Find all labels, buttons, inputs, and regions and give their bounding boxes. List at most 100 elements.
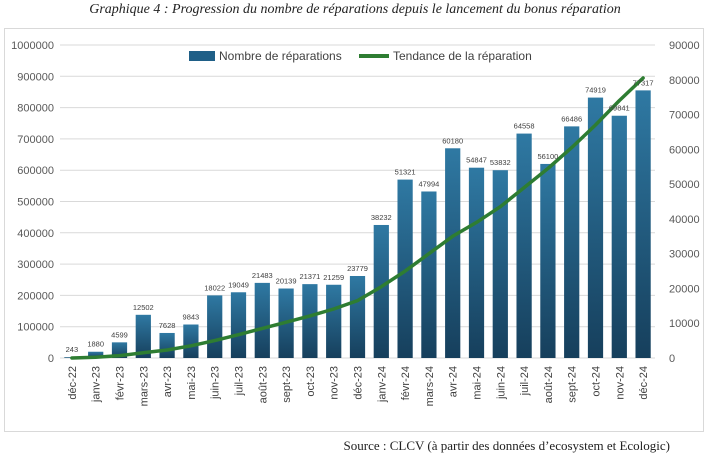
bar-data-label: 69841 [609, 104, 630, 113]
bar-data-label: 51321 [395, 168, 416, 177]
bar [468, 167, 485, 358]
x-tick-label: sept-24 [567, 366, 579, 403]
x-tick-label: déc-23 [353, 366, 365, 400]
x-tick-label: avr-23 [162, 366, 174, 397]
bar [230, 292, 247, 358]
bar-data-label: 21483 [252, 271, 273, 280]
y-left-tick-label: 600000 [17, 165, 54, 177]
chart-source: Source : CLCV (à partir des données d’ec… [343, 438, 670, 453]
x-tick-label: oct-24 [591, 366, 603, 397]
y-left-tick-label: 500000 [17, 197, 54, 209]
bar-data-label: 66486 [561, 114, 582, 123]
bar-data-label: 47994 [418, 179, 439, 188]
bar-data-label: 74919 [585, 86, 606, 95]
x-tick-label: déc-22 [67, 366, 79, 400]
bar-data-label: 18022 [204, 283, 225, 292]
bar [540, 163, 556, 358]
y-right-tick-label: 80000 [669, 75, 700, 87]
bar-data-label: 64558 [514, 122, 535, 131]
x-tick-label: févr-24 [400, 366, 412, 400]
bar [445, 148, 461, 358]
trend-line [70, 76, 645, 360]
x-tick-label: août-23 [257, 366, 269, 403]
x-tick-label: juin-23 [210, 366, 222, 400]
bar-data-label: 7628 [159, 321, 176, 330]
bar-data-label: 19049 [228, 280, 249, 289]
x-tick-label: nov-24 [614, 366, 626, 400]
y-right-tick-label: 50000 [669, 179, 700, 191]
y-left-tick-label: 1000000 [11, 40, 54, 52]
x-tick-label: oct-23 [305, 366, 317, 397]
x-tick-label: mars-24 [424, 366, 436, 406]
legend-bar-swatch [189, 51, 215, 61]
x-tick-label: sept-23 [281, 366, 293, 403]
bar [373, 224, 389, 358]
y-right-tick-label: 30000 [669, 249, 700, 261]
bar [135, 314, 151, 358]
y-right-tick-label: 70000 [669, 110, 700, 122]
bar-data-label: 56100 [537, 152, 558, 161]
bar [302, 284, 318, 358]
bar-data-label: 21371 [299, 272, 320, 281]
bar-data-label: 1880 [87, 340, 104, 349]
bar-data-label: 20139 [276, 277, 297, 286]
bar [183, 324, 199, 358]
bar [397, 179, 413, 358]
bar-data-label: 60180 [442, 136, 463, 145]
x-tick-label: juin-24 [495, 366, 507, 400]
x-tick-label: déc-24 [638, 366, 650, 400]
legend-line-label: Tendance de la réparation [393, 49, 532, 63]
bar [207, 295, 223, 358]
x-tick-label: août-24 [543, 366, 555, 403]
bar-data-label: 243 [66, 345, 79, 354]
bar-data-label: 23779 [347, 264, 368, 273]
x-tick-label: janv-23 [91, 366, 103, 403]
y-left-tick-label: 900000 [17, 71, 54, 83]
bar-data-label: 12502 [133, 303, 154, 312]
bar-data-label: 54847 [466, 156, 487, 165]
bar [587, 97, 604, 359]
y-right-tick-label: 10000 [669, 318, 700, 330]
bar [254, 282, 270, 358]
bar [611, 115, 627, 358]
x-tick-label: nov-23 [329, 366, 341, 400]
y-left-tick-label: 200000 [17, 290, 54, 302]
y-right-tick-label: 90000 [669, 40, 700, 52]
y-left-tick-label: 800000 [17, 103, 54, 115]
x-tick-label: mars-23 [138, 366, 150, 406]
x-tick-label: mai-24 [472, 366, 484, 400]
bar-data-label: 53832 [490, 158, 511, 167]
x-tick-label: avr-24 [448, 366, 460, 397]
x-tick-label: mai-23 [186, 366, 198, 400]
bar [421, 191, 437, 358]
bar [635, 90, 651, 358]
y-left-tick-label: 700000 [17, 134, 54, 146]
bar [564, 126, 580, 358]
x-tick-label: févr-23 [115, 366, 127, 400]
bar [492, 170, 508, 358]
bar [159, 332, 175, 358]
x-tick-label: janv-24 [376, 366, 388, 403]
y-right-tick-label: 40000 [669, 214, 700, 226]
bar-data-label: 77317 [633, 78, 654, 87]
bar-data-label: 9843 [183, 313, 200, 322]
bar [88, 351, 104, 358]
y-left-tick-label: 300000 [17, 259, 54, 271]
bar [349, 275, 366, 358]
bar-data-label: 21259 [323, 273, 344, 282]
x-tick-label: juil-23 [234, 366, 246, 396]
legend-bar-label: Nombre de réparations [219, 49, 342, 63]
chart-frame [4, 28, 704, 432]
y-left-tick-label: 100000 [17, 322, 54, 334]
y-left-tick-label: 400000 [17, 228, 54, 240]
bar-data-label: 38232 [371, 213, 392, 222]
chart-title: Graphique 4 : Progression du nombre de r… [89, 2, 621, 17]
x-tick-label: juil-24 [519, 366, 531, 396]
bar [516, 133, 532, 358]
y-right-tick-label: 0 [669, 353, 675, 365]
y-right-tick-label: 20000 [669, 283, 700, 295]
bar-data-label: 4599 [111, 330, 128, 339]
bar [326, 284, 342, 358]
y-right-tick-label: 60000 [669, 144, 700, 156]
